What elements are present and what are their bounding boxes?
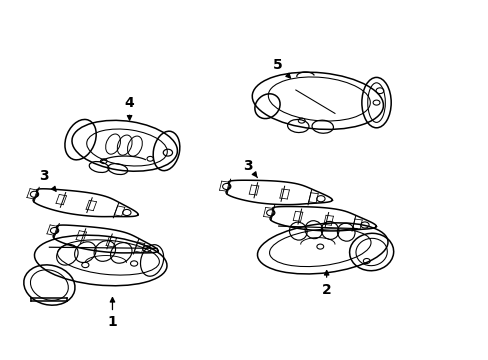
Text: 3: 3: [243, 159, 257, 177]
Text: 3: 3: [39, 170, 56, 191]
Text: 5: 5: [272, 58, 290, 78]
Text: 4: 4: [124, 96, 134, 120]
Text: 2: 2: [321, 271, 331, 297]
Text: 1: 1: [107, 298, 117, 329]
